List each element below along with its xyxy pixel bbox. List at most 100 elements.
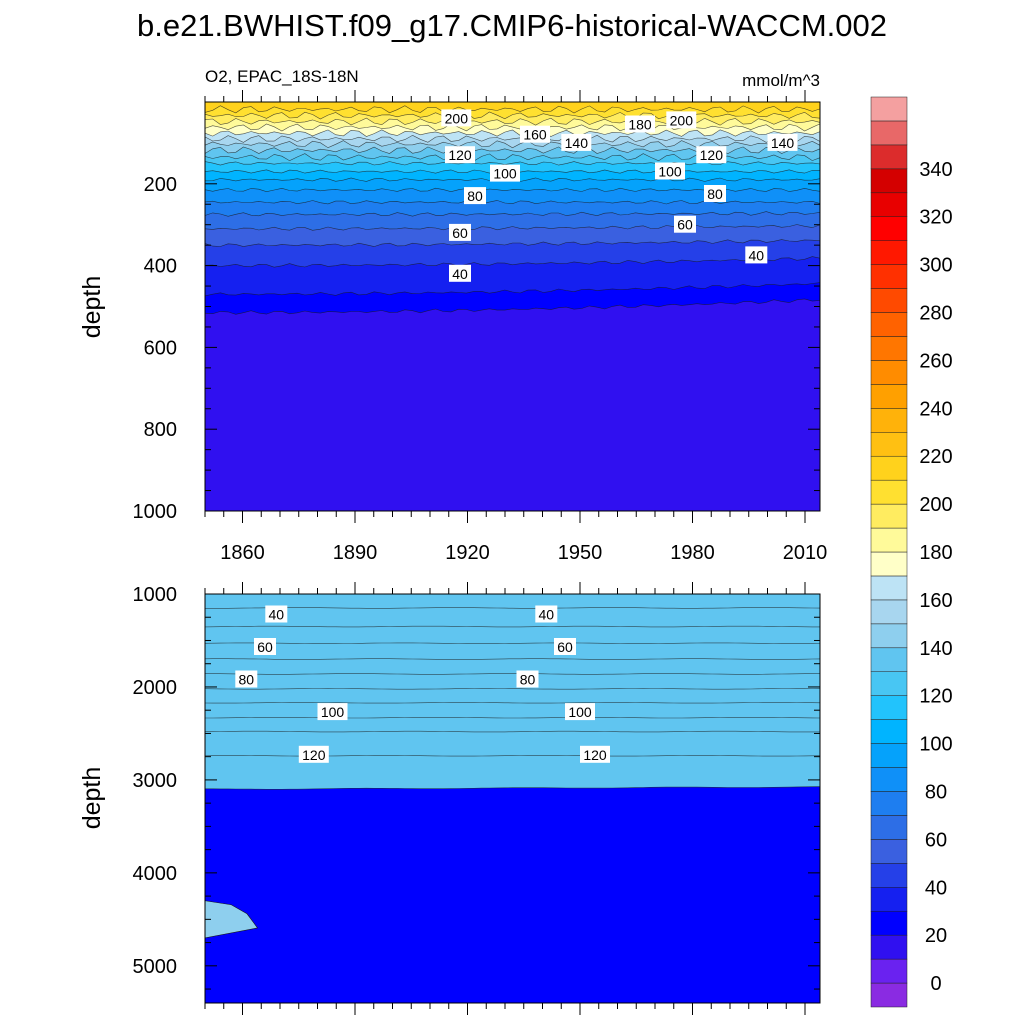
contour-line bbox=[204, 140, 821, 149]
y-tick-label: 400 bbox=[144, 256, 177, 278]
contour-label-box bbox=[516, 670, 539, 688]
contour-label-box bbox=[580, 745, 610, 763]
y-tick-label: 2000 bbox=[133, 677, 178, 699]
contour-label-text: 100 bbox=[658, 164, 682, 180]
contour-line bbox=[204, 239, 821, 247]
y-tick-label: 3000 bbox=[133, 770, 178, 792]
x-tick-label: 1920 bbox=[445, 542, 490, 564]
contour-label-text: 120 bbox=[700, 147, 724, 163]
colorbar-tick-label: 340 bbox=[919, 159, 952, 181]
colorbar-swatch bbox=[870, 408, 908, 433]
x-tick-label: 1950 bbox=[558, 542, 603, 564]
colorbar-tick-label: 80 bbox=[925, 782, 947, 804]
colorbar-swatch bbox=[870, 120, 908, 146]
contour-label-box bbox=[535, 605, 558, 623]
bottom-axis-ticks: 1000 2000 3000 4000 5000 bbox=[133, 582, 820, 1015]
contour-label-text: 80 bbox=[707, 186, 723, 202]
colorbar-swatch bbox=[870, 958, 908, 984]
contour-label-box bbox=[625, 115, 655, 133]
colorbar-swatch bbox=[870, 863, 908, 888]
contour-label-box bbox=[554, 638, 576, 655]
top-contour-labels: 200 160 140 180 200 120 100 100 120 140 80 80 60 60 40… bbox=[441, 109, 798, 282]
colorbar-tick-label: 20 bbox=[925, 925, 947, 947]
colorbar-tick-label: 120 bbox=[919, 686, 952, 708]
colorbar-tick-label: 60 bbox=[925, 829, 947, 851]
contour-line bbox=[204, 117, 821, 126]
contour-line bbox=[205, 717, 821, 719]
contour-label-text: 40 bbox=[539, 607, 555, 623]
contour-label: 80 bbox=[235, 670, 258, 688]
contour-label-box bbox=[561, 133, 592, 151]
contour-label-text: 40 bbox=[452, 266, 468, 282]
contour-line bbox=[204, 134, 821, 143]
colorbar-swatch bbox=[870, 815, 908, 840]
colorbar-tick-label: 300 bbox=[919, 255, 952, 277]
contour-label-box bbox=[317, 703, 348, 721]
variable-region-label: O2, EPAC_18S-18N bbox=[205, 67, 359, 86]
y-tick-label: 600 bbox=[144, 337, 177, 359]
contour-label-text: 140 bbox=[565, 135, 589, 151]
contour-label-box bbox=[254, 638, 276, 655]
contour-line bbox=[204, 111, 821, 120]
colorbar-swatch bbox=[870, 910, 908, 936]
colorbar-swatch bbox=[870, 503, 908, 529]
colorbar-tick-label: 200 bbox=[919, 494, 952, 516]
contour-label-box bbox=[674, 215, 696, 233]
contour-label: 100 bbox=[317, 703, 348, 721]
contour-line bbox=[205, 607, 821, 609]
contour-label-box bbox=[449, 264, 471, 282]
contour-label: 200 bbox=[441, 109, 472, 127]
contour-line bbox=[204, 625, 820, 628]
colorbar-swatch bbox=[870, 839, 908, 864]
contour-label: 100 bbox=[490, 164, 520, 182]
y-tick-label: 1000 bbox=[133, 501, 178, 523]
bottom-filled-contours bbox=[204, 594, 820, 1003]
contour-line bbox=[204, 282, 821, 297]
contour-band bbox=[205, 102, 820, 113]
contour-label-text: 60 bbox=[677, 217, 693, 233]
colorbar-swatch bbox=[870, 599, 908, 625]
colorbar-tick-label: 320 bbox=[919, 207, 952, 229]
colorbar-tick-label: 180 bbox=[919, 542, 952, 564]
contour-label-text: 120 bbox=[302, 747, 326, 763]
contour-label-box bbox=[235, 670, 258, 688]
contour-label: 40 bbox=[265, 605, 288, 623]
contour-label-box bbox=[666, 111, 697, 129]
top-axis-ticks: 200 400 600 800 1000 1860 1890 1920 1950 1980 2010 bbox=[133, 90, 827, 564]
contour-label: 180 bbox=[625, 115, 655, 133]
contour-line bbox=[204, 658, 821, 660]
contour-line bbox=[205, 673, 820, 675]
contour-label-text: 180 bbox=[628, 117, 652, 133]
colorbar-swatch bbox=[870, 240, 908, 265]
contour-label-box bbox=[441, 109, 472, 127]
top-contour-panel: O2, EPAC_18S-18N mmol/m^3 depth 200 160 14… bbox=[78, 67, 827, 564]
contour-label-box bbox=[265, 605, 288, 623]
colorbar-swatch bbox=[870, 743, 908, 768]
x-tick-label: 1860 bbox=[220, 542, 265, 564]
contour-label-text: 40 bbox=[749, 247, 765, 263]
contour-label-box bbox=[565, 703, 595, 721]
contour-line bbox=[204, 730, 820, 733]
contour-label-text: 200 bbox=[670, 112, 694, 128]
contour-line bbox=[204, 688, 821, 690]
contour-line bbox=[204, 642, 821, 644]
colorbar-swatch bbox=[870, 647, 908, 672]
colorbar-swatch bbox=[870, 216, 908, 241]
colorbar-swatch bbox=[870, 934, 908, 960]
colorbar-tick-label: 100 bbox=[919, 734, 952, 756]
colorbar-tick-label: 220 bbox=[919, 446, 952, 468]
contour-line bbox=[204, 123, 821, 132]
contour-label: 80 bbox=[704, 185, 726, 202]
contour-label-text: 80 bbox=[520, 672, 536, 688]
colorbar-swatch bbox=[870, 479, 908, 505]
contour-label-text: 80 bbox=[239, 672, 255, 688]
contour-label-text: 100 bbox=[321, 704, 345, 720]
contour-label-text: 80 bbox=[467, 188, 483, 204]
colorbar: 0 20 40 60 80 100 120 140 160 180 200 220 240 260 280 3… bbox=[870, 96, 953, 1008]
contour-label: 80 bbox=[516, 670, 539, 688]
contour-label: 40 bbox=[535, 605, 558, 623]
colorbar-swatch bbox=[870, 192, 908, 217]
colorbar-swatch bbox=[870, 384, 908, 409]
